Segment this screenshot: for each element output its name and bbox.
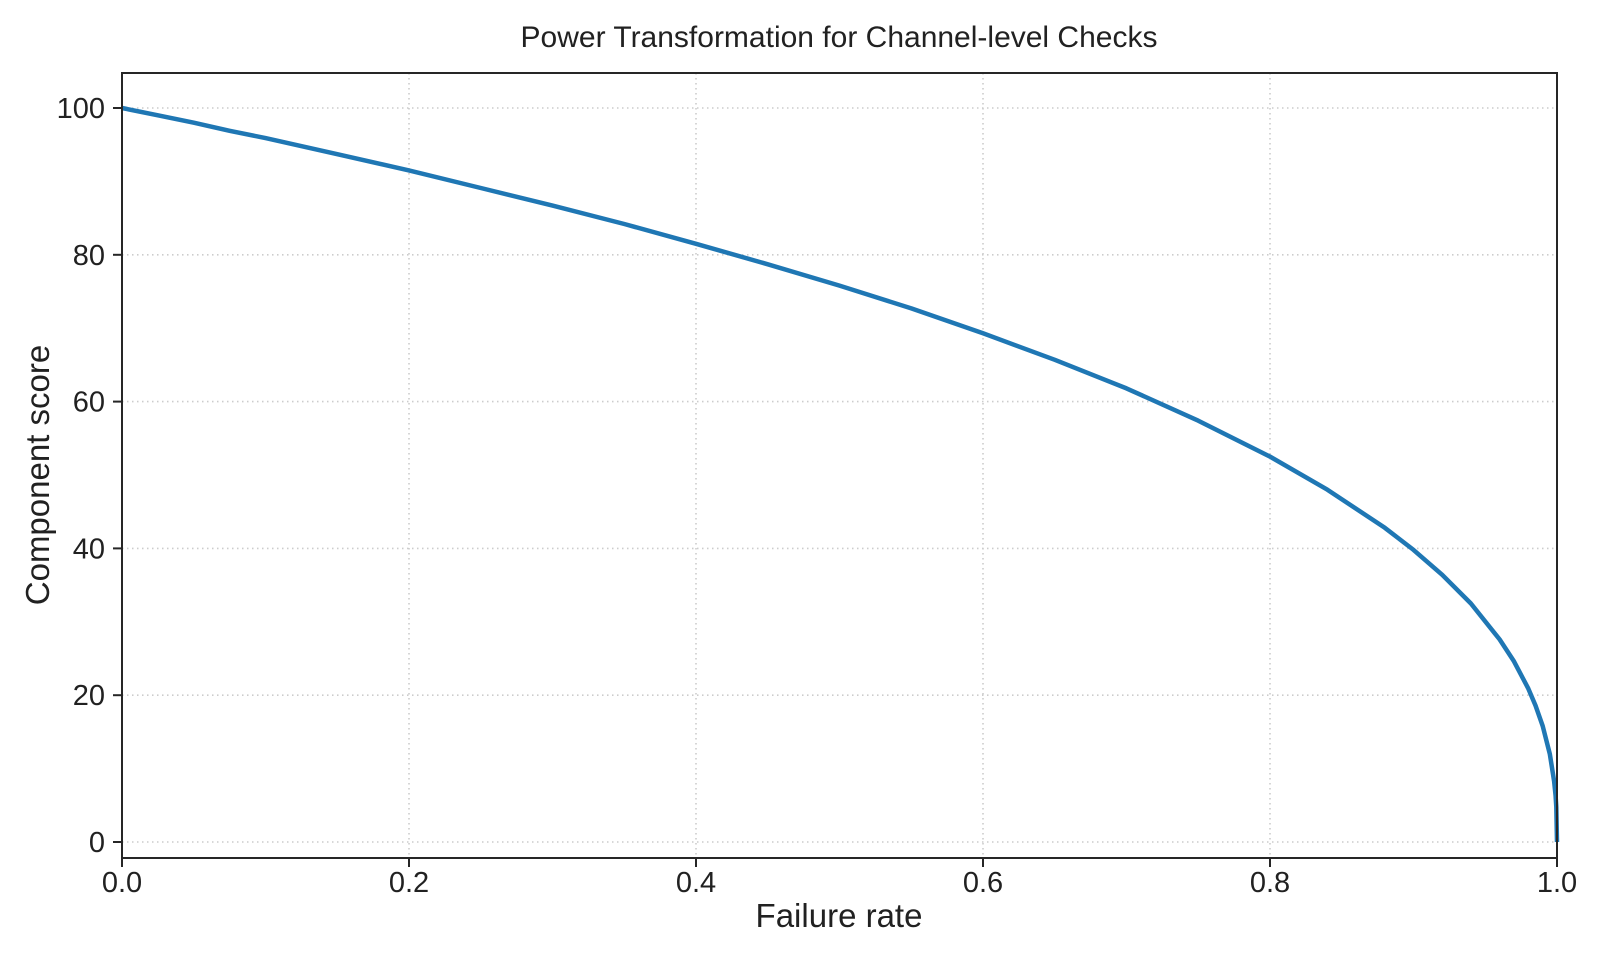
y-tick-label: 0	[89, 827, 105, 859]
y-tick-label: 40	[73, 533, 105, 565]
x-tick-label: 1.0	[1537, 867, 1577, 899]
axes-frame	[121, 72, 1558, 859]
x-tick-label: 0.6	[963, 867, 1003, 899]
y-tick-label: 60	[73, 387, 105, 419]
y-tick-label: 100	[57, 93, 105, 125]
chart-title: Power Transformation for Channel-level C…	[520, 21, 1158, 54]
x-tick-label: 0.0	[102, 867, 142, 899]
y-tick-label: 80	[73, 240, 105, 272]
x-tick-label: 0.8	[1250, 867, 1290, 899]
x-tick-label: 0.4	[676, 867, 716, 899]
y-axis-label: Component score	[19, 344, 56, 606]
series-line-component-score-curve	[121, 105, 1560, 843]
y-tick-label: 20	[73, 680, 105, 712]
x-tick-label: 0.2	[389, 867, 429, 899]
x-axis-label: Failure rate	[755, 897, 923, 934]
